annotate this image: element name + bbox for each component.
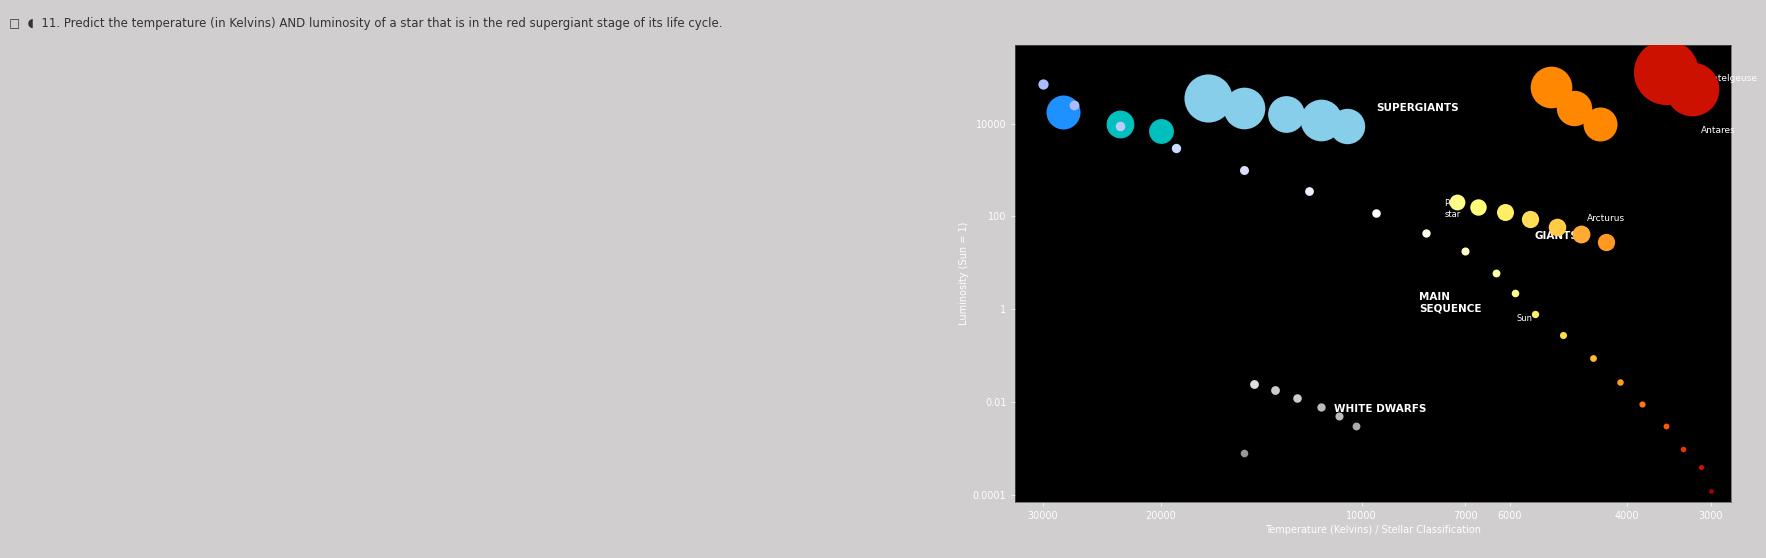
Point — [1678, 85, 1706, 94]
Point — [1342, 422, 1370, 431]
Point — [1229, 103, 1257, 112]
Point — [1566, 229, 1595, 238]
Point — [1536, 83, 1565, 92]
Point — [1515, 214, 1543, 223]
Text: Sun: Sun — [1517, 314, 1533, 324]
Text: Antares: Antares — [1701, 126, 1736, 135]
Text: Rigel: Rigel — [1321, 114, 1344, 123]
Text: Arcturus: Arcturus — [1586, 214, 1625, 223]
Point — [1272, 109, 1300, 118]
Point — [1651, 422, 1679, 431]
Y-axis label: Luminosity (Sun = 1): Luminosity (Sun = 1) — [959, 222, 968, 325]
Point — [1229, 449, 1257, 458]
Point — [1651, 68, 1679, 76]
Point — [1060, 100, 1088, 109]
Point — [1593, 238, 1621, 247]
Point — [1452, 247, 1480, 256]
Point — [1482, 268, 1510, 277]
Text: □  ◖  11. Predict the temperature (in Kelvins) AND luminosity of a star that is : □ ◖ 11. Predict the temperature (in Kelv… — [9, 17, 722, 30]
Text: SUPERGIANTS: SUPERGIANTS — [1376, 103, 1459, 113]
Text: WHITE DWARFS: WHITE DWARFS — [1333, 405, 1427, 415]
Point — [1413, 228, 1441, 237]
Text: Pole
star: Pole star — [1445, 199, 1462, 219]
X-axis label: Temperature (Kelvins) / Stellar Classification: Temperature (Kelvins) / Stellar Classifi… — [1264, 526, 1482, 535]
Point — [1162, 143, 1190, 152]
Point — [1030, 80, 1058, 89]
Text: MAIN
SEQUENCE: MAIN SEQUENCE — [1420, 292, 1482, 313]
Point — [1501, 289, 1529, 298]
Text: GIANTS: GIANTS — [1535, 231, 1579, 241]
Point — [1605, 378, 1634, 387]
Point — [1669, 444, 1697, 453]
Point — [1146, 126, 1174, 135]
Point — [1586, 119, 1614, 128]
Point — [1229, 166, 1257, 175]
Point — [1333, 121, 1362, 130]
Point — [1240, 379, 1268, 388]
Point — [1579, 353, 1607, 362]
Point — [1282, 394, 1310, 403]
Point — [1443, 198, 1471, 207]
Point — [1543, 222, 1572, 231]
Point — [1324, 412, 1353, 421]
Point — [1549, 330, 1577, 339]
Point — [1362, 208, 1390, 217]
Point — [1194, 94, 1222, 103]
Point — [1106, 119, 1134, 128]
Point — [1294, 187, 1323, 196]
Point — [1521, 309, 1549, 318]
Point — [1697, 487, 1725, 496]
Point — [1049, 107, 1077, 116]
Point — [1106, 121, 1134, 130]
Point — [1307, 116, 1335, 124]
Point — [1261, 386, 1289, 395]
Point — [1628, 400, 1657, 408]
Point — [1491, 208, 1519, 217]
Point — [1307, 402, 1335, 411]
Text: Betelgeuse: Betelgeuse — [1706, 74, 1757, 83]
Point — [1464, 203, 1492, 211]
Point — [1561, 103, 1589, 112]
Point — [1687, 463, 1715, 472]
